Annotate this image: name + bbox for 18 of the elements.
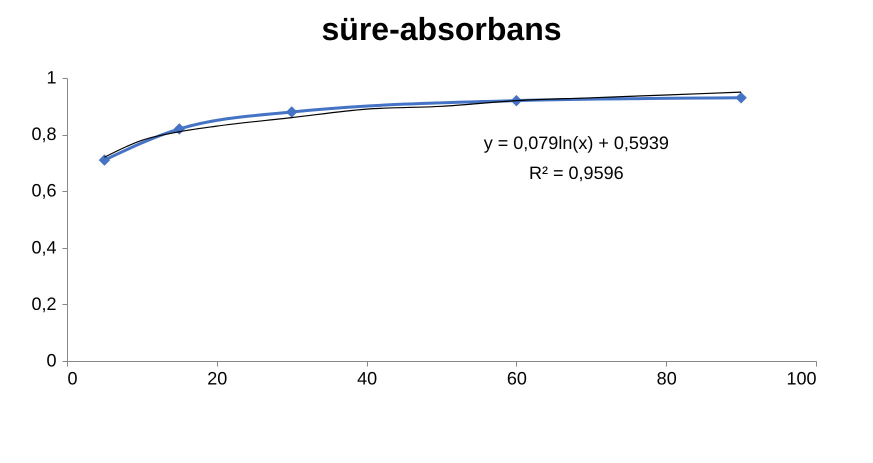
x-tick-label: 60: [506, 368, 527, 388]
x-tick-label: 20: [207, 368, 228, 388]
point: [735, 92, 747, 104]
point: [98, 154, 110, 166]
y-tick-label: 0,2: [31, 294, 56, 314]
y-tick-label: 0,8: [31, 124, 56, 144]
x-tick-label: 100: [786, 368, 816, 388]
y-tick-label: 0,4: [31, 237, 56, 258]
y-tick-label: 1: [46, 68, 56, 88]
y-tick-label: 0,6: [31, 180, 56, 201]
annotation: y = 0,079ln(x) + 0,5939: [484, 133, 669, 153]
annotation: R² = 0,9596: [529, 163, 624, 183]
x-tick-label: 40: [357, 368, 378, 388]
x-tick-label: 80: [656, 368, 677, 388]
x-tick-label: 0: [68, 368, 78, 388]
chart-title: süre-absorbans: [321, 11, 562, 47]
point: [286, 106, 298, 118]
y-tick-label: 0: [46, 350, 56, 370]
